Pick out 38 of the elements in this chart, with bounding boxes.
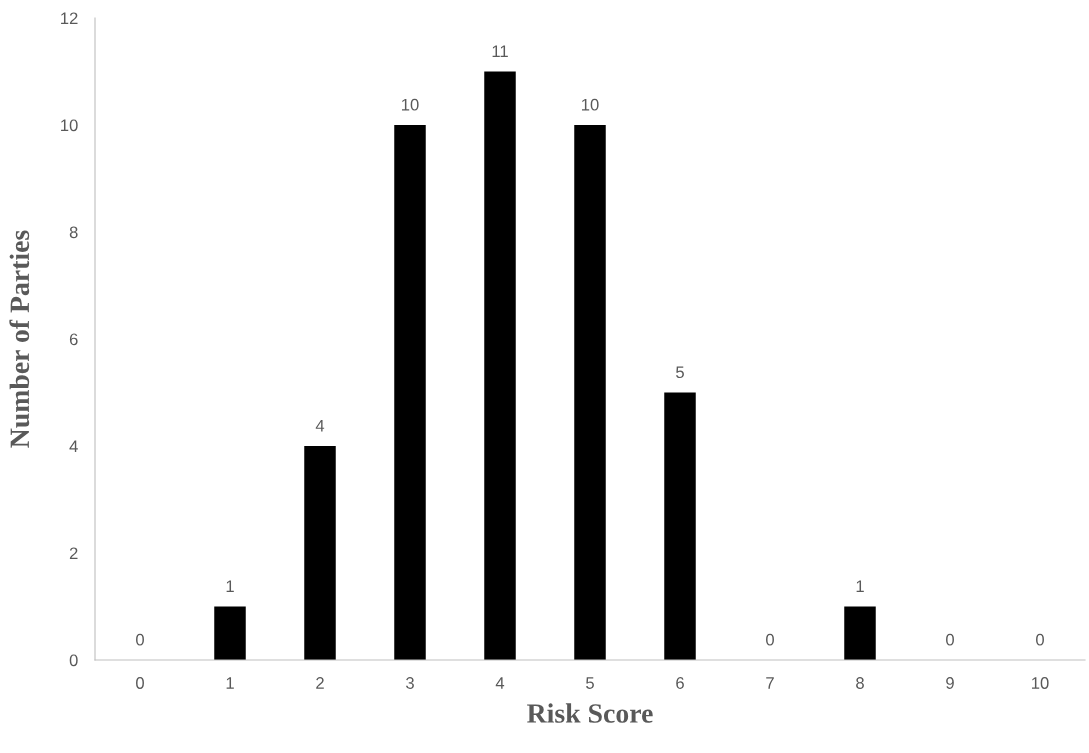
x-tick-label: 7 bbox=[766, 677, 774, 689]
data-label: 5 bbox=[676, 366, 684, 379]
x-tick-label: 8 bbox=[856, 677, 864, 689]
data-label: 0 bbox=[766, 633, 774, 646]
data-label: 10 bbox=[402, 98, 419, 111]
y-tick-label: 4 bbox=[69, 440, 78, 453]
data-label: 1 bbox=[856, 580, 864, 592]
y-tick-label: 12 bbox=[61, 12, 78, 25]
y-tick-label: 6 bbox=[69, 333, 78, 346]
y-tick-label: 10 bbox=[61, 119, 78, 132]
y-tick-label: 0 bbox=[69, 654, 78, 667]
y-tick-label: 2 bbox=[69, 547, 78, 560]
data-label: 4 bbox=[315, 419, 325, 432]
x-tick-label: 2 bbox=[316, 677, 324, 689]
x-tick-label: 9 bbox=[946, 677, 954, 689]
x-tick-label: 3 bbox=[406, 677, 414, 689]
data-label: 0 bbox=[136, 633, 144, 646]
x-tick-label: 1 bbox=[226, 677, 234, 689]
data-label: 10 bbox=[582, 98, 599, 111]
bar bbox=[214, 606, 246, 660]
x-axis-title: Risk Score bbox=[527, 703, 653, 723]
bar bbox=[304, 446, 336, 660]
x-tick-label: 6 bbox=[676, 677, 684, 689]
data-label: 1 bbox=[226, 580, 234, 592]
x-tick-label: 4 bbox=[495, 677, 505, 689]
data-label: 0 bbox=[1036, 633, 1044, 646]
y-tick-label: 8 bbox=[69, 226, 78, 239]
bar bbox=[574, 125, 606, 660]
y-axis-title: Number of Parties bbox=[9, 230, 30, 448]
bar bbox=[844, 606, 876, 660]
bar bbox=[484, 71, 516, 660]
data-label: 0 bbox=[946, 633, 954, 646]
data-label: 11 bbox=[492, 45, 508, 57]
bar bbox=[394, 125, 426, 660]
bar bbox=[664, 392, 696, 660]
x-tick-label: 5 bbox=[586, 677, 594, 689]
x-tick-label: 10 bbox=[1032, 677, 1049, 689]
x-tick-label: 0 bbox=[136, 677, 144, 689]
